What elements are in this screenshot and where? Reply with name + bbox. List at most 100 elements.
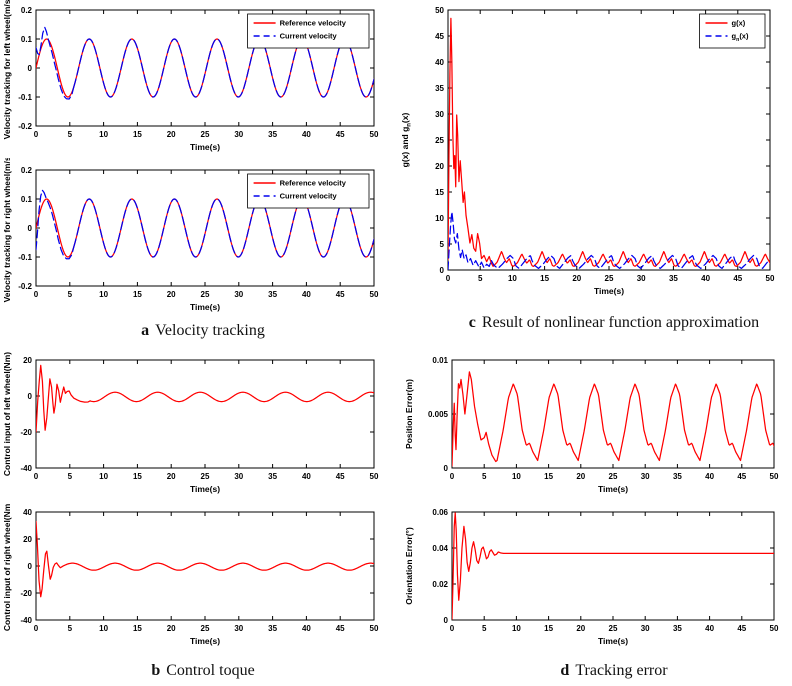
chart-function-approximation: 0 5 10 15 20 25 30 35 40 45 50 0 5 10 15 20 25 30 35 40 45 50… (396, 0, 792, 308)
svg-text:50: 50 (770, 472, 779, 481)
svg-text:30: 30 (637, 274, 646, 283)
svg-text:20: 20 (435, 162, 444, 171)
svg-text:20: 20 (23, 356, 32, 365)
svg-text:30: 30 (234, 624, 243, 633)
chart-d1-svg: 0 5 10 15 20 25 30 35 40 45 50 0 0.005 0.01 Time(s) Pos… (404, 356, 779, 494)
axes-ticks (35, 511, 375, 621)
svg-text:40: 40 (302, 130, 311, 139)
svg-text:gn(x): gn(x) (732, 32, 749, 44)
svg-text:0: 0 (34, 472, 39, 481)
svg-text:Velocity tracking for right wh: Velocity tracking for right wheel(m/s) (2, 158, 12, 302)
svg-text:20: 20 (576, 472, 585, 481)
svg-text:0: 0 (440, 266, 445, 275)
svg-text:35: 35 (268, 472, 277, 481)
svg-text:20: 20 (576, 624, 585, 633)
svg-text:0: 0 (28, 562, 33, 571)
svg-text:5: 5 (482, 472, 487, 481)
axes-labels: 0 5 10 15 20 25 30 35 40 45 50 0 0.02 0.04 0.06 Time(s)… (404, 508, 779, 646)
svg-text:Time(s): Time(s) (598, 636, 628, 646)
svg-text:0.02: 0.02 (432, 580, 448, 589)
chart-orientation-error: 0 5 10 15 20 25 30 35 40 45 50 0 0.02 0.04 0.06 Time(s)… (396, 504, 792, 656)
svg-text:-0.2: -0.2 (18, 122, 32, 131)
svg-text:50: 50 (370, 472, 379, 481)
svg-text:30: 30 (641, 624, 650, 633)
axes-ticks (35, 9, 375, 127)
svg-text:-20: -20 (20, 428, 32, 437)
svg-text:50: 50 (435, 6, 444, 15)
series-position-error (452, 371, 774, 467)
svg-text:35: 35 (268, 290, 277, 299)
svg-text:0: 0 (28, 224, 33, 233)
svg-text:0.01: 0.01 (432, 356, 448, 365)
svg-text:40: 40 (701, 274, 710, 283)
svg-text:50: 50 (766, 274, 775, 283)
panel-control-torque: 0 5 10 15 20 25 30 35 40 45 50 -40 -20 0 20 Time(s) Cont… (0, 346, 396, 686)
svg-text:0: 0 (450, 624, 455, 633)
plot-area (35, 359, 375, 469)
chart-control-left-wheel: 0 5 10 15 20 25 30 35 40 45 50 -40 -20 0 20 Time(s) Cont… (0, 352, 396, 504)
caption-b: b Control toque (0, 662, 396, 680)
svg-text:0.1: 0.1 (21, 35, 33, 44)
svg-text:10: 10 (512, 624, 521, 633)
svg-text:35: 35 (673, 624, 682, 633)
svg-text:0: 0 (34, 130, 39, 139)
axes-labels: 0 5 10 15 20 25 30 35 40 45 50 -0.2 -0.1 0 0.1 0.2 Time(… (2, 0, 379, 152)
legend: Reference velocity Current velocity (247, 13, 370, 49)
svg-text:10: 10 (508, 274, 517, 283)
series-g-x (448, 17, 770, 267)
svg-text:0: 0 (446, 274, 451, 283)
plot-area (35, 511, 375, 621)
axes-ticks (35, 359, 375, 469)
svg-text:-40: -40 (20, 616, 32, 625)
svg-text:45: 45 (336, 624, 345, 633)
svg-text:50: 50 (370, 130, 379, 139)
svg-text:g(x) and gn(x): g(x) and gn(x) (400, 113, 413, 168)
svg-text:40: 40 (435, 58, 444, 67)
svg-text:45: 45 (733, 274, 742, 283)
svg-text:10: 10 (99, 624, 108, 633)
svg-text:5: 5 (68, 130, 73, 139)
panel-tracking-error: 0 5 10 15 20 25 30 35 40 45 50 0 0.005 0.01 Time(s) Pos… (396, 346, 792, 686)
caption-b-text: Control toque (166, 662, 255, 679)
svg-text:30: 30 (234, 472, 243, 481)
svg-text:25: 25 (201, 472, 210, 481)
svg-text:g(x): g(x) (732, 19, 746, 28)
svg-text:Time(s): Time(s) (190, 636, 220, 646)
svg-text:Reference velocity: Reference velocity (280, 19, 347, 28)
svg-text:25: 25 (435, 136, 444, 145)
svg-text:25: 25 (201, 290, 210, 299)
caption-c-text: Result of nonlinear function approximati… (481, 314, 760, 331)
svg-text:15: 15 (133, 624, 142, 633)
axes-labels: 0 5 10 15 20 25 30 35 40 45 50 -0.2 -0.1 0 0.1 0.2 Time(… (2, 158, 379, 312)
svg-text:20: 20 (167, 624, 176, 633)
legend: Reference velocity Current velocity (247, 173, 370, 209)
chart-velocity-left-wheel: 0 5 10 15 20 25 30 35 40 45 50 -0.2 -0.1 0 0.1 0.2 Time(… (0, 0, 396, 158)
svg-text:0.06: 0.06 (432, 508, 448, 517)
chart-a2-svg: 0 5 10 15 20 25 30 35 40 45 50 -0.2 -0.1 0 0.1 0.2 Time(… (2, 158, 379, 312)
svg-text:45: 45 (336, 472, 345, 481)
svg-text:15: 15 (133, 130, 142, 139)
axes-labels: 0 5 10 15 20 25 30 35 40 45 50 -40 -20 0 20 40 Time(s) Co… (2, 504, 379, 646)
svg-text:0.04: 0.04 (432, 544, 448, 553)
svg-text:0.1: 0.1 (21, 195, 33, 204)
svg-text:45: 45 (336, 290, 345, 299)
svg-text:40: 40 (302, 472, 311, 481)
svg-text:45: 45 (737, 624, 746, 633)
plot-area (451, 359, 775, 469)
chart-a1-svg: 0 5 10 15 20 25 30 35 40 45 50 -0.2 -0.1 0 0.1 0.2 Time(… (2, 0, 379, 152)
svg-text:0: 0 (28, 64, 33, 73)
chart-d2-svg: 0 5 10 15 20 25 30 35 40 45 50 0 0.02 0.04 0.06 Time(s)… (404, 508, 779, 646)
series-current-velocity (36, 26, 374, 100)
svg-text:40: 40 (23, 508, 32, 517)
svg-text:0: 0 (444, 464, 449, 473)
svg-text:-0.1: -0.1 (18, 93, 32, 102)
caption-d-text: Tracking error (575, 662, 668, 679)
svg-text:20: 20 (167, 290, 176, 299)
svg-text:5: 5 (482, 624, 487, 633)
svg-text:35: 35 (673, 472, 682, 481)
svg-text:30: 30 (435, 110, 444, 119)
svg-text:35: 35 (268, 624, 277, 633)
svg-text:20: 20 (23, 535, 32, 544)
axes-ticks (451, 359, 775, 469)
chart-control-right-wheel: 0 5 10 15 20 25 30 35 40 45 50 -40 -20 0 20 40 Time(s) Co… (0, 504, 396, 656)
